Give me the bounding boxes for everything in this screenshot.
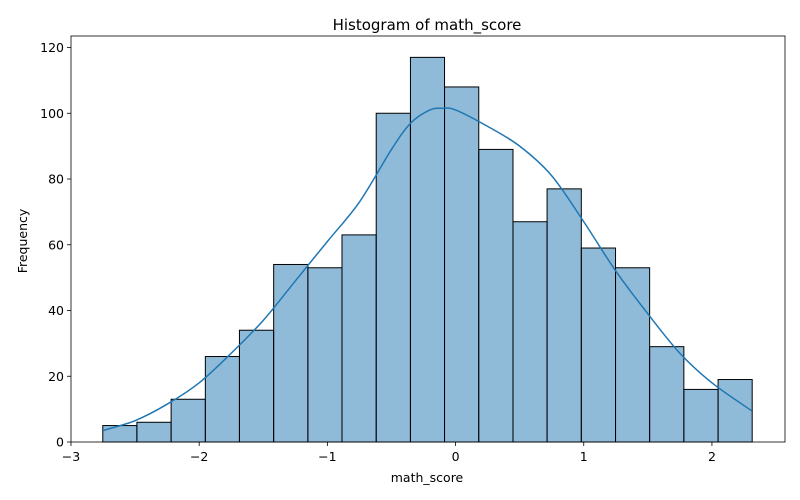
x-tick-label: 0: [452, 449, 460, 464]
histogram-bar: [478, 148, 514, 443]
y-axis-ticks: 0 20 40 60 80 100 120: [40, 40, 71, 450]
y-tick-label: 60: [48, 237, 64, 252]
histogram-bar: [409, 56, 446, 443]
y-tick-label: 40: [48, 303, 64, 318]
histogram-bar: [444, 86, 480, 443]
histogram-bar: [238, 329, 275, 443]
chart-title: Histogram of math_score: [333, 16, 522, 35]
histogram-bar: [204, 356, 240, 443]
histogram-bar: [102, 425, 138, 443]
x-tick-label: −3: [62, 449, 80, 464]
histogram-bar: [580, 247, 617, 443]
x-tick-label: −1: [318, 449, 336, 464]
histogram-bar: [136, 421, 172, 443]
x-tick-label: 2: [708, 449, 716, 464]
bars-group: [102, 56, 753, 443]
x-tick-label: 1: [580, 449, 588, 464]
histogram-bar: [307, 267, 343, 443]
histogram-bar: [615, 267, 651, 443]
plot-frame: [70, 35, 786, 443]
y-axis-label: Frequency: [15, 208, 30, 273]
x-tick-label: −2: [190, 449, 208, 464]
histogram-bar: [341, 234, 377, 443]
histogram-bar: [512, 221, 548, 443]
histogram-bar: [273, 263, 309, 443]
y-tick-label: 0: [56, 435, 64, 450]
kde-curve: [102, 107, 753, 432]
x-axis-ticks: −3 −2 −1 0 1 2: [62, 442, 716, 464]
y-tick-label: 120: [40, 40, 64, 55]
histogram-bar: [649, 346, 685, 443]
histogram-bar: [717, 379, 753, 443]
histogram-bar: [546, 188, 582, 443]
y-tick-label: 20: [48, 369, 64, 384]
y-tick-label: 100: [40, 106, 64, 121]
y-tick-label: 80: [48, 172, 64, 187]
x-axis-label: math_score: [391, 470, 464, 485]
histogram-bar: [170, 398, 206, 443]
histogram-bar: [375, 112, 411, 443]
histogram-bar: [683, 388, 719, 443]
